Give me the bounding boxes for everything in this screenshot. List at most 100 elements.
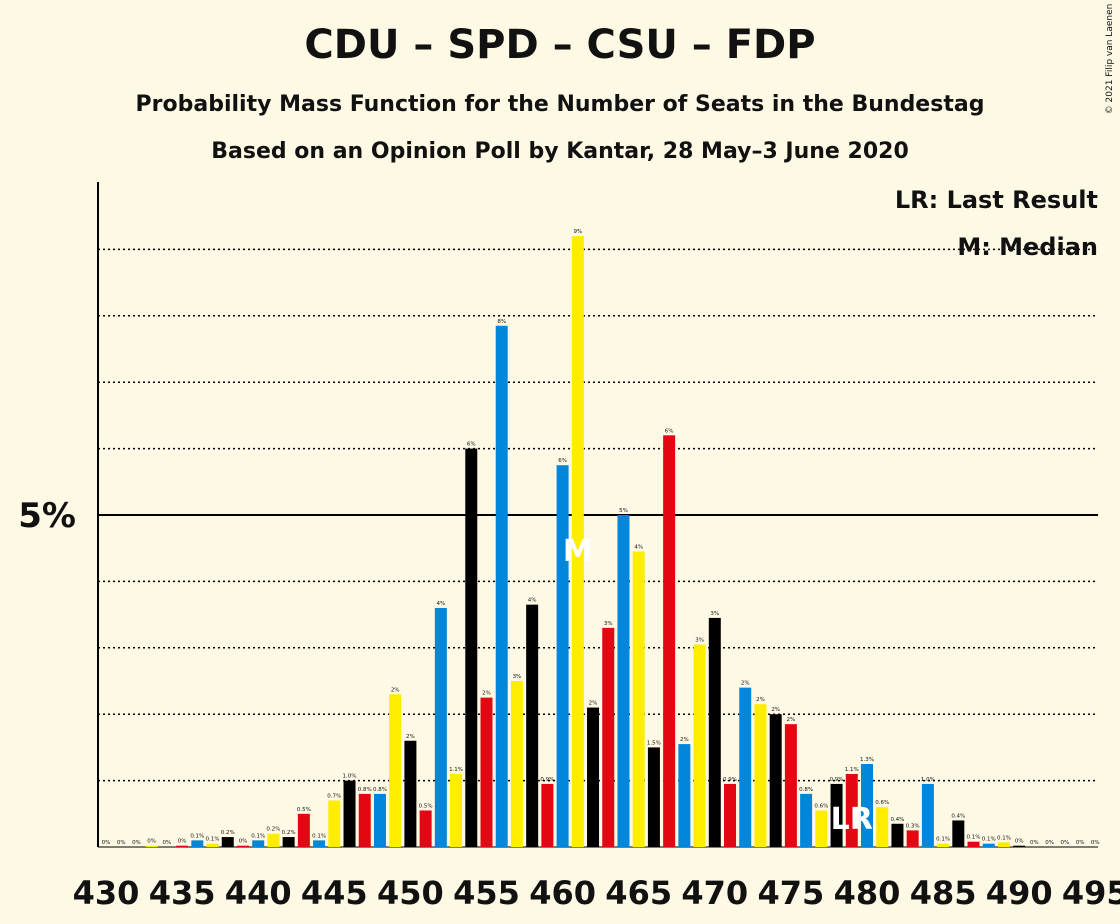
bar (937, 843, 950, 847)
chart-subtitle-source: Based on an Opinion Poll by Kantar, 28 M… (211, 139, 909, 164)
bar (404, 740, 417, 847)
bar-value-label: 3% (513, 674, 522, 680)
bar-value-label: 0.1% (982, 837, 996, 843)
bar (267, 833, 280, 847)
bar-value-label: 1.3% (860, 757, 874, 763)
x-tick-label: 485 (910, 874, 977, 912)
bar (861, 764, 873, 847)
bar-value-label: 0% (163, 840, 172, 846)
legend-last-result: LR: Last Result (894, 186, 1098, 214)
bar (678, 744, 691, 847)
x-tick-label: 470 (681, 874, 748, 912)
bar (571, 236, 584, 847)
bar-value-label: 0% (239, 839, 248, 845)
bar-value-label: 0.1% (997, 835, 1011, 841)
bar (997, 842, 1010, 847)
bar (663, 435, 676, 847)
bar (800, 793, 813, 847)
bar-value-label: 0% (147, 839, 156, 845)
bar (921, 783, 934, 847)
bar-value-label: 8% (497, 319, 506, 325)
bar (708, 617, 721, 847)
bar-value-label: 2% (771, 707, 780, 713)
bar (724, 783, 737, 847)
bar (145, 845, 158, 847)
bar-value-label: 0.1% (967, 835, 981, 841)
bar (952, 820, 965, 847)
bar (602, 627, 615, 847)
bar (297, 813, 310, 847)
bar (784, 724, 797, 847)
x-tick-label: 475 (758, 874, 825, 912)
x-tick-label: 455 (453, 874, 520, 912)
bar (769, 714, 782, 847)
bar (465, 448, 478, 847)
bar (556, 465, 569, 847)
bar (541, 783, 554, 847)
bar-value-label: 2% (589, 701, 598, 707)
bar-value-label: 0% (1076, 840, 1085, 846)
bar-value-label: 2% (406, 734, 415, 740)
bar (906, 830, 919, 847)
bar (739, 687, 752, 847)
bar-value-label: 5% (619, 508, 628, 514)
bar (891, 823, 904, 847)
bar (510, 681, 523, 847)
bar-value-label: 0.1% (251, 833, 265, 839)
x-tick-label: 480 (834, 874, 901, 912)
bar-value-label: 0.5% (419, 803, 433, 809)
bar-value-label: 2% (741, 681, 750, 687)
bar (389, 694, 402, 847)
x-tick-label: 430 (73, 874, 140, 912)
x-tick-label: 495 (1062, 874, 1120, 912)
bar-value-label: 0.2% (282, 830, 296, 836)
bar-value-label: 4% (436, 601, 445, 607)
bar (343, 780, 356, 847)
bar-value-label: 0.5% (297, 807, 311, 813)
bar-value-label: 0.9% (723, 777, 737, 783)
bar (647, 747, 660, 847)
bar-value-label: 1.0% (343, 774, 357, 780)
bar (830, 783, 843, 847)
chart-subtitle: Probability Mass Function for the Number… (135, 92, 985, 117)
bar-value-label: 0.1% (936, 837, 950, 843)
bar-value-label: 0% (132, 840, 141, 846)
bar-value-label: 0.2% (221, 830, 235, 836)
bar (191, 840, 204, 847)
x-tick-label: 440 (225, 874, 292, 912)
bar (845, 773, 858, 847)
bar-value-label: 0.1% (312, 833, 326, 839)
chart-title: CDU – SPD – CSU – FDP (304, 22, 816, 68)
bar (176, 845, 189, 847)
y-tick-label: 5% (18, 496, 76, 536)
bar-value-label: 0% (1060, 840, 1069, 846)
bar (967, 841, 980, 847)
bar-value-label: 0% (1091, 840, 1100, 846)
bar (982, 843, 995, 847)
bar (815, 810, 828, 847)
x-tick-label: 450 (377, 874, 444, 912)
legend-median: M: Median (957, 233, 1098, 261)
bar-value-label: 0.8% (373, 787, 387, 793)
bar-value-label: 0.6% (814, 803, 828, 809)
bar-value-label: 0% (117, 840, 126, 846)
bar (313, 840, 326, 847)
bar-value-label: 0.8% (799, 787, 813, 793)
bar-value-label: 0.8% (358, 787, 372, 793)
bar-value-label: 1.0% (921, 777, 935, 783)
bar (221, 837, 234, 847)
bar (434, 607, 447, 847)
bar-value-label: 6% (558, 458, 567, 464)
bar (526, 604, 539, 847)
x-tick-label: 445 (301, 874, 368, 912)
bar-value-label: 0.9% (540, 777, 554, 783)
bar (587, 707, 600, 847)
bar (373, 793, 386, 847)
bar-value-label: 0% (1030, 840, 1039, 846)
bar (617, 515, 630, 847)
bar-value-label: 0.1% (190, 833, 204, 839)
bar-value-label: 3% (604, 621, 613, 627)
bar (419, 810, 432, 847)
x-tick-label: 460 (529, 874, 596, 912)
